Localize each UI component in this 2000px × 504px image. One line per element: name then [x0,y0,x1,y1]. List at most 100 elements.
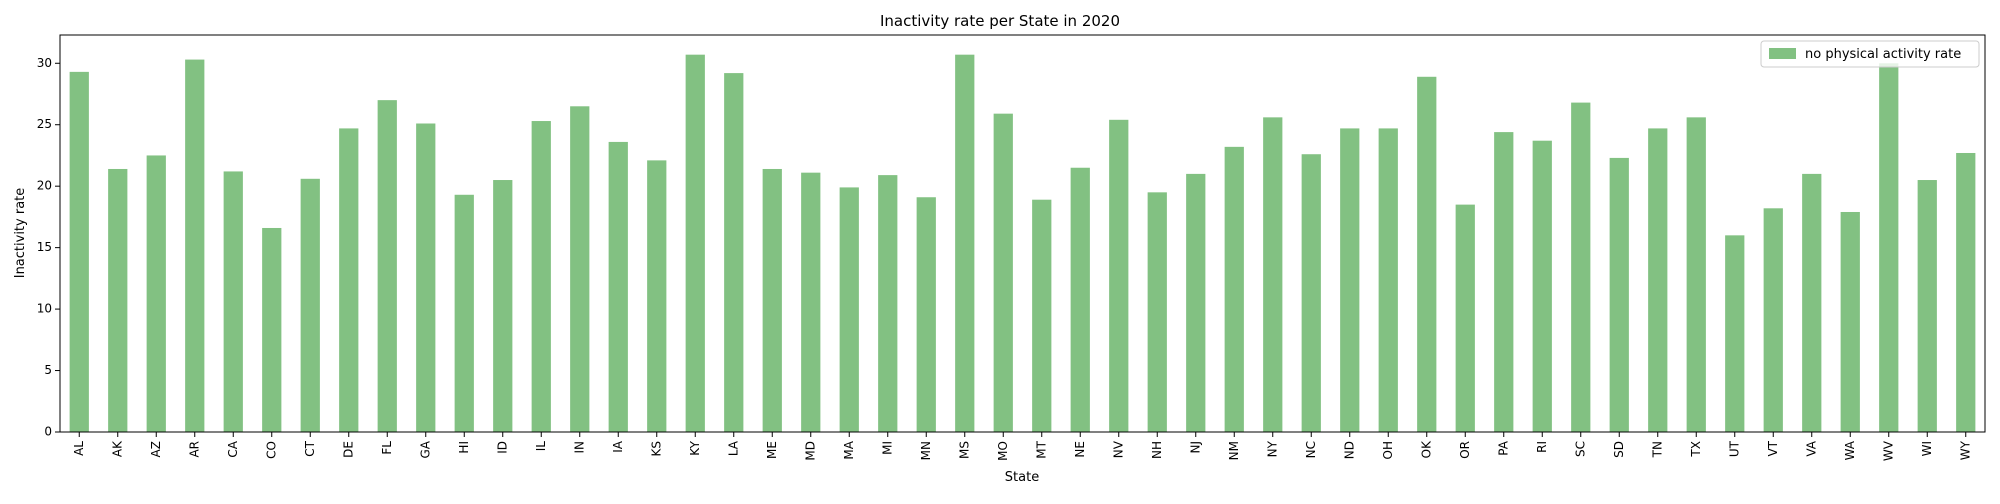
bar-pa [1494,132,1514,432]
bar-la [724,73,744,432]
x-tick-label: MO [996,441,1010,461]
bar-ms [955,54,975,433]
bar-co [262,227,282,432]
x-tick-label: RI [1535,441,1549,453]
y-tick-label: 20 [37,179,52,193]
x-tick-label: OK [1419,440,1433,458]
bar-il [531,121,551,432]
x-tick-label: TN [1650,441,1664,458]
bar-al [69,71,89,433]
chart-title: Inactivity rate per State in 2020 [880,12,1120,30]
bar-ut [1725,235,1745,432]
x-tick-label: NV [1111,440,1125,458]
legend-label: no physical activity rate [1805,47,1961,62]
x-tick-label: TX [1689,441,1703,458]
bar-ky [685,54,705,433]
x-tick-label: MN [919,441,933,460]
y-tick-label: 5 [44,363,52,377]
x-tick-label: CO [264,441,278,459]
x-tick-label: WA [1843,440,1857,460]
bar-nv [1109,119,1129,432]
y-tick-label: 30 [37,56,52,70]
legend-swatch [1769,48,1796,59]
bar-mo [993,113,1013,432]
x-tick-label: IL [534,441,548,452]
bar-nj [1186,173,1206,432]
bar-sc [1571,102,1591,432]
x-tick-label: NE [1073,441,1087,458]
x-tick-label: MI [880,441,894,455]
bar-wy [1956,152,1976,433]
y-axis: 0 5 10 15 20 25 30 [37,56,60,439]
bar-fl [377,100,397,432]
x-tick-label: VT [1766,440,1780,456]
bar-id [493,180,513,432]
x-tick-label: MT [1034,440,1048,458]
x-tick-label: UT [1727,440,1741,457]
bar-or [1455,204,1475,432]
bars-layer [69,54,1976,433]
x-tick-label: CA [226,440,240,457]
x-tick-label: CT [303,440,317,456]
bar-md [801,172,821,432]
x-tick-label: SC [1573,441,1587,457]
x-tick-label: NY [1265,440,1279,457]
bar-mt [1032,199,1052,432]
x-tick-label: MS [957,441,971,459]
bar-ia [608,141,628,432]
bar-wv [1879,63,1899,433]
bar-ar [185,59,205,432]
bar-ga [416,123,436,432]
x-tick-label: WY [1958,440,1972,460]
x-tick-label: ME [765,441,779,459]
x-tick-label: OH [1381,441,1395,459]
bar-sd [1609,157,1629,432]
x-axis: AL AK AZ AR CA CO CT DE FL GA HI ID IL IN IA KS KY LA ME MD… [72,432,1972,461]
x-tick-label: ND [1342,441,1356,459]
x-tick-label: MA [842,440,856,459]
bar-ne [1070,167,1090,433]
x-axis-title: State [1005,470,1039,485]
bar-ny [1263,117,1283,432]
x-tick-label: OR [1458,441,1472,459]
legend: no physical activity rate [1760,40,1980,68]
bar-in [570,106,590,432]
x-tick-label: NC [1304,441,1318,458]
x-tick-label: DE [341,441,355,458]
bar-me [762,168,782,432]
bar-tx [1686,117,1706,432]
y-tick-label: 25 [37,117,52,131]
x-tick-label: NH [1150,441,1164,459]
x-tick-label: SD [1612,441,1626,458]
x-tick-label: AR [187,441,201,458]
bar-mn [916,197,936,432]
bar-va [1802,173,1822,432]
y-tick-label: 15 [37,240,52,254]
bar-ak [108,168,128,432]
x-tick-label: AL [72,441,86,456]
x-tick-label: FL [380,441,394,455]
bar-wi [1917,180,1937,432]
x-tick-label: HI [457,441,471,454]
bar-ca [223,171,243,432]
x-tick-label: KS [649,441,663,457]
bar-nc [1301,154,1321,432]
y-axis-title: Inactivity rate [13,188,28,279]
legend-frame [1760,40,1980,68]
bar-vt [1763,208,1783,432]
y-tick-label: 10 [37,302,52,316]
x-tick-label: MD [803,441,817,461]
bar-nh [1147,192,1167,432]
bar-wa [1840,211,1860,432]
x-tick-label: NM [1227,441,1241,460]
bar-nd [1340,128,1360,432]
bar-mi [878,175,898,432]
bar-oh [1378,128,1398,432]
x-tick-label: ID [495,441,509,454]
y-tick-label: 0 [44,425,52,439]
bar-nm [1224,146,1244,432]
bar-ks [647,160,667,432]
bar-ri [1532,140,1552,432]
